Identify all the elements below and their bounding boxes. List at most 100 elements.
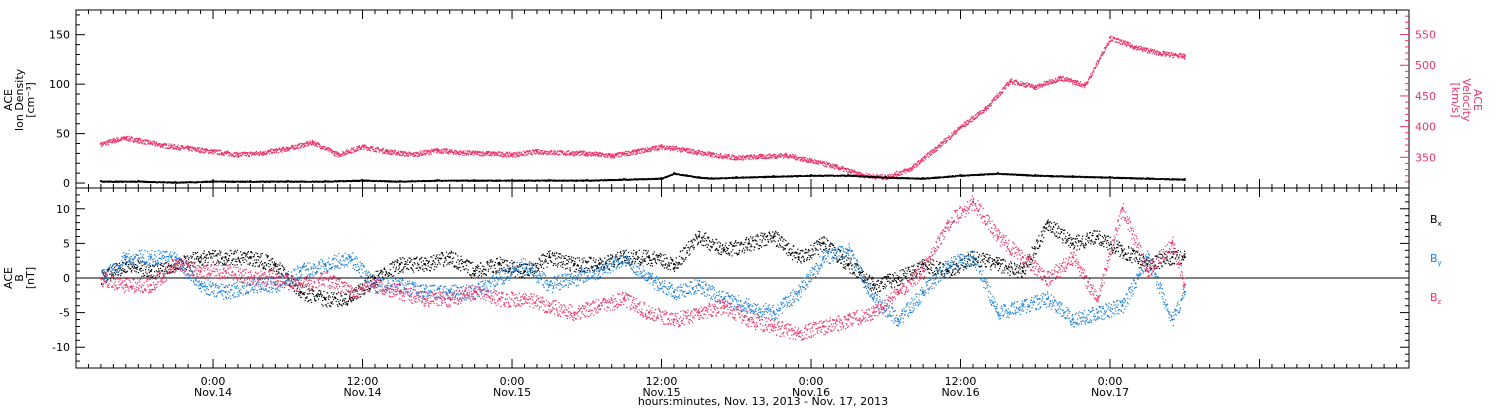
velocity-sample — [708, 152, 711, 154]
velocity-sample — [880, 175, 882, 177]
velocity-sample — [300, 145, 302, 147]
velocity-sample — [774, 154, 776, 156]
velocity-sample — [689, 151, 691, 153]
velocity-sample — [190, 149, 193, 151]
velocity-sample — [929, 150, 931, 152]
velocity-sample — [459, 153, 461, 156]
velocity-sample — [249, 151, 251, 154]
velocity-sample — [1070, 79, 1072, 81]
velocity-sample — [1005, 87, 1007, 89]
velocity-sample — [506, 152, 508, 155]
velocity-sample — [1063, 79, 1066, 81]
velocity-sample — [544, 150, 546, 153]
velocity-sample — [922, 158, 924, 161]
left-y-tick-label: 0 — [63, 177, 70, 190]
density-sample — [330, 180, 333, 182]
velocity-sample — [317, 142, 319, 144]
velocity-sample — [1006, 82, 1009, 84]
velocity-sample — [711, 152, 714, 155]
velocity-sample — [313, 142, 316, 144]
velocity-sample — [240, 154, 242, 156]
velocity-sample — [325, 147, 327, 150]
velocity-sample — [676, 147, 678, 150]
velocity-sample — [572, 155, 574, 157]
velocity-sample — [462, 152, 464, 154]
velocity-sample — [345, 152, 347, 155]
velocity-sample — [1005, 83, 1008, 85]
velocity-sample — [910, 168, 913, 170]
velocity-sample — [136, 140, 138, 142]
velocity-sample — [446, 152, 449, 154]
velocity-sample — [995, 99, 997, 101]
velocity-sample — [455, 152, 458, 155]
velocity-sample — [608, 154, 611, 156]
velocity-sample — [158, 142, 161, 145]
velocity-sample — [1080, 81, 1082, 83]
velocity-sample — [809, 157, 811, 159]
top-left-ylabel-line1: ACE — [2, 89, 15, 111]
velocity-sample — [396, 151, 398, 154]
velocity-sample — [833, 164, 835, 167]
velocity-sample — [923, 157, 925, 159]
velocity-sample — [772, 154, 774, 156]
velocity-sample — [338, 152, 340, 155]
velocity-sample — [609, 155, 612, 157]
velocity-sample — [501, 151, 503, 153]
right-y-tick-label: 450 — [1415, 90, 1436, 103]
velocity-sample — [647, 150, 649, 153]
velocity-sample — [393, 152, 395, 154]
velocity-sample — [984, 108, 987, 111]
velocity-sample — [752, 157, 754, 159]
velocity-sample — [792, 153, 794, 156]
velocity-sample — [839, 168, 841, 170]
velocity-sample — [457, 152, 459, 155]
velocity-sample — [442, 152, 445, 154]
velocity-sample — [728, 154, 730, 156]
velocity-sample — [1120, 41, 1123, 43]
velocity-sample — [312, 139, 314, 141]
velocity-sample — [1073, 81, 1076, 83]
velocity-sample — [612, 156, 615, 159]
velocity-sample — [1075, 80, 1077, 82]
velocity-sample — [803, 160, 805, 163]
velocity-sample — [309, 142, 312, 144]
velocity-sample — [814, 159, 816, 161]
velocity-sample — [1102, 53, 1105, 55]
velocity-sample — [102, 143, 104, 145]
velocity-sample — [132, 137, 134, 139]
velocity-sample — [517, 155, 519, 157]
velocity-sample — [418, 155, 420, 157]
velocity-sample — [963, 125, 966, 127]
velocity-sample — [441, 151, 444, 154]
velocity-sample — [782, 157, 785, 159]
velocity-sample — [587, 155, 589, 157]
velocity-sample — [358, 146, 360, 148]
velocity-sample — [926, 154, 928, 156]
velocity-sample — [1100, 54, 1103, 57]
velocity-sample — [984, 108, 986, 110]
velocity-sample — [508, 152, 510, 155]
velocity-sample — [376, 148, 378, 150]
velocity-sample — [517, 154, 520, 157]
velocity-sample — [720, 156, 722, 159]
density-sample — [236, 180, 239, 182]
velocity-sample — [1113, 37, 1115, 40]
velocity-sample — [630, 153, 632, 155]
velocity-sample — [641, 148, 644, 150]
velocity-sample — [906, 168, 908, 170]
velocity-sample — [760, 153, 762, 155]
density-sample — [368, 179, 370, 182]
velocity-sample — [1112, 36, 1115, 39]
velocity-sample — [805, 159, 807, 162]
velocity-sample — [373, 148, 375, 151]
velocity-sample — [305, 145, 307, 147]
velocity-sample — [720, 155, 722, 157]
velocity-sample — [210, 150, 212, 152]
velocity-sample — [188, 148, 190, 151]
velocity-sample — [1096, 65, 1098, 67]
velocity-sample — [1045, 83, 1048, 86]
velocity-sample — [430, 153, 432, 155]
velocity-sample — [829, 165, 831, 167]
velocity-sample — [983, 109, 985, 112]
velocity-sample — [479, 151, 481, 153]
